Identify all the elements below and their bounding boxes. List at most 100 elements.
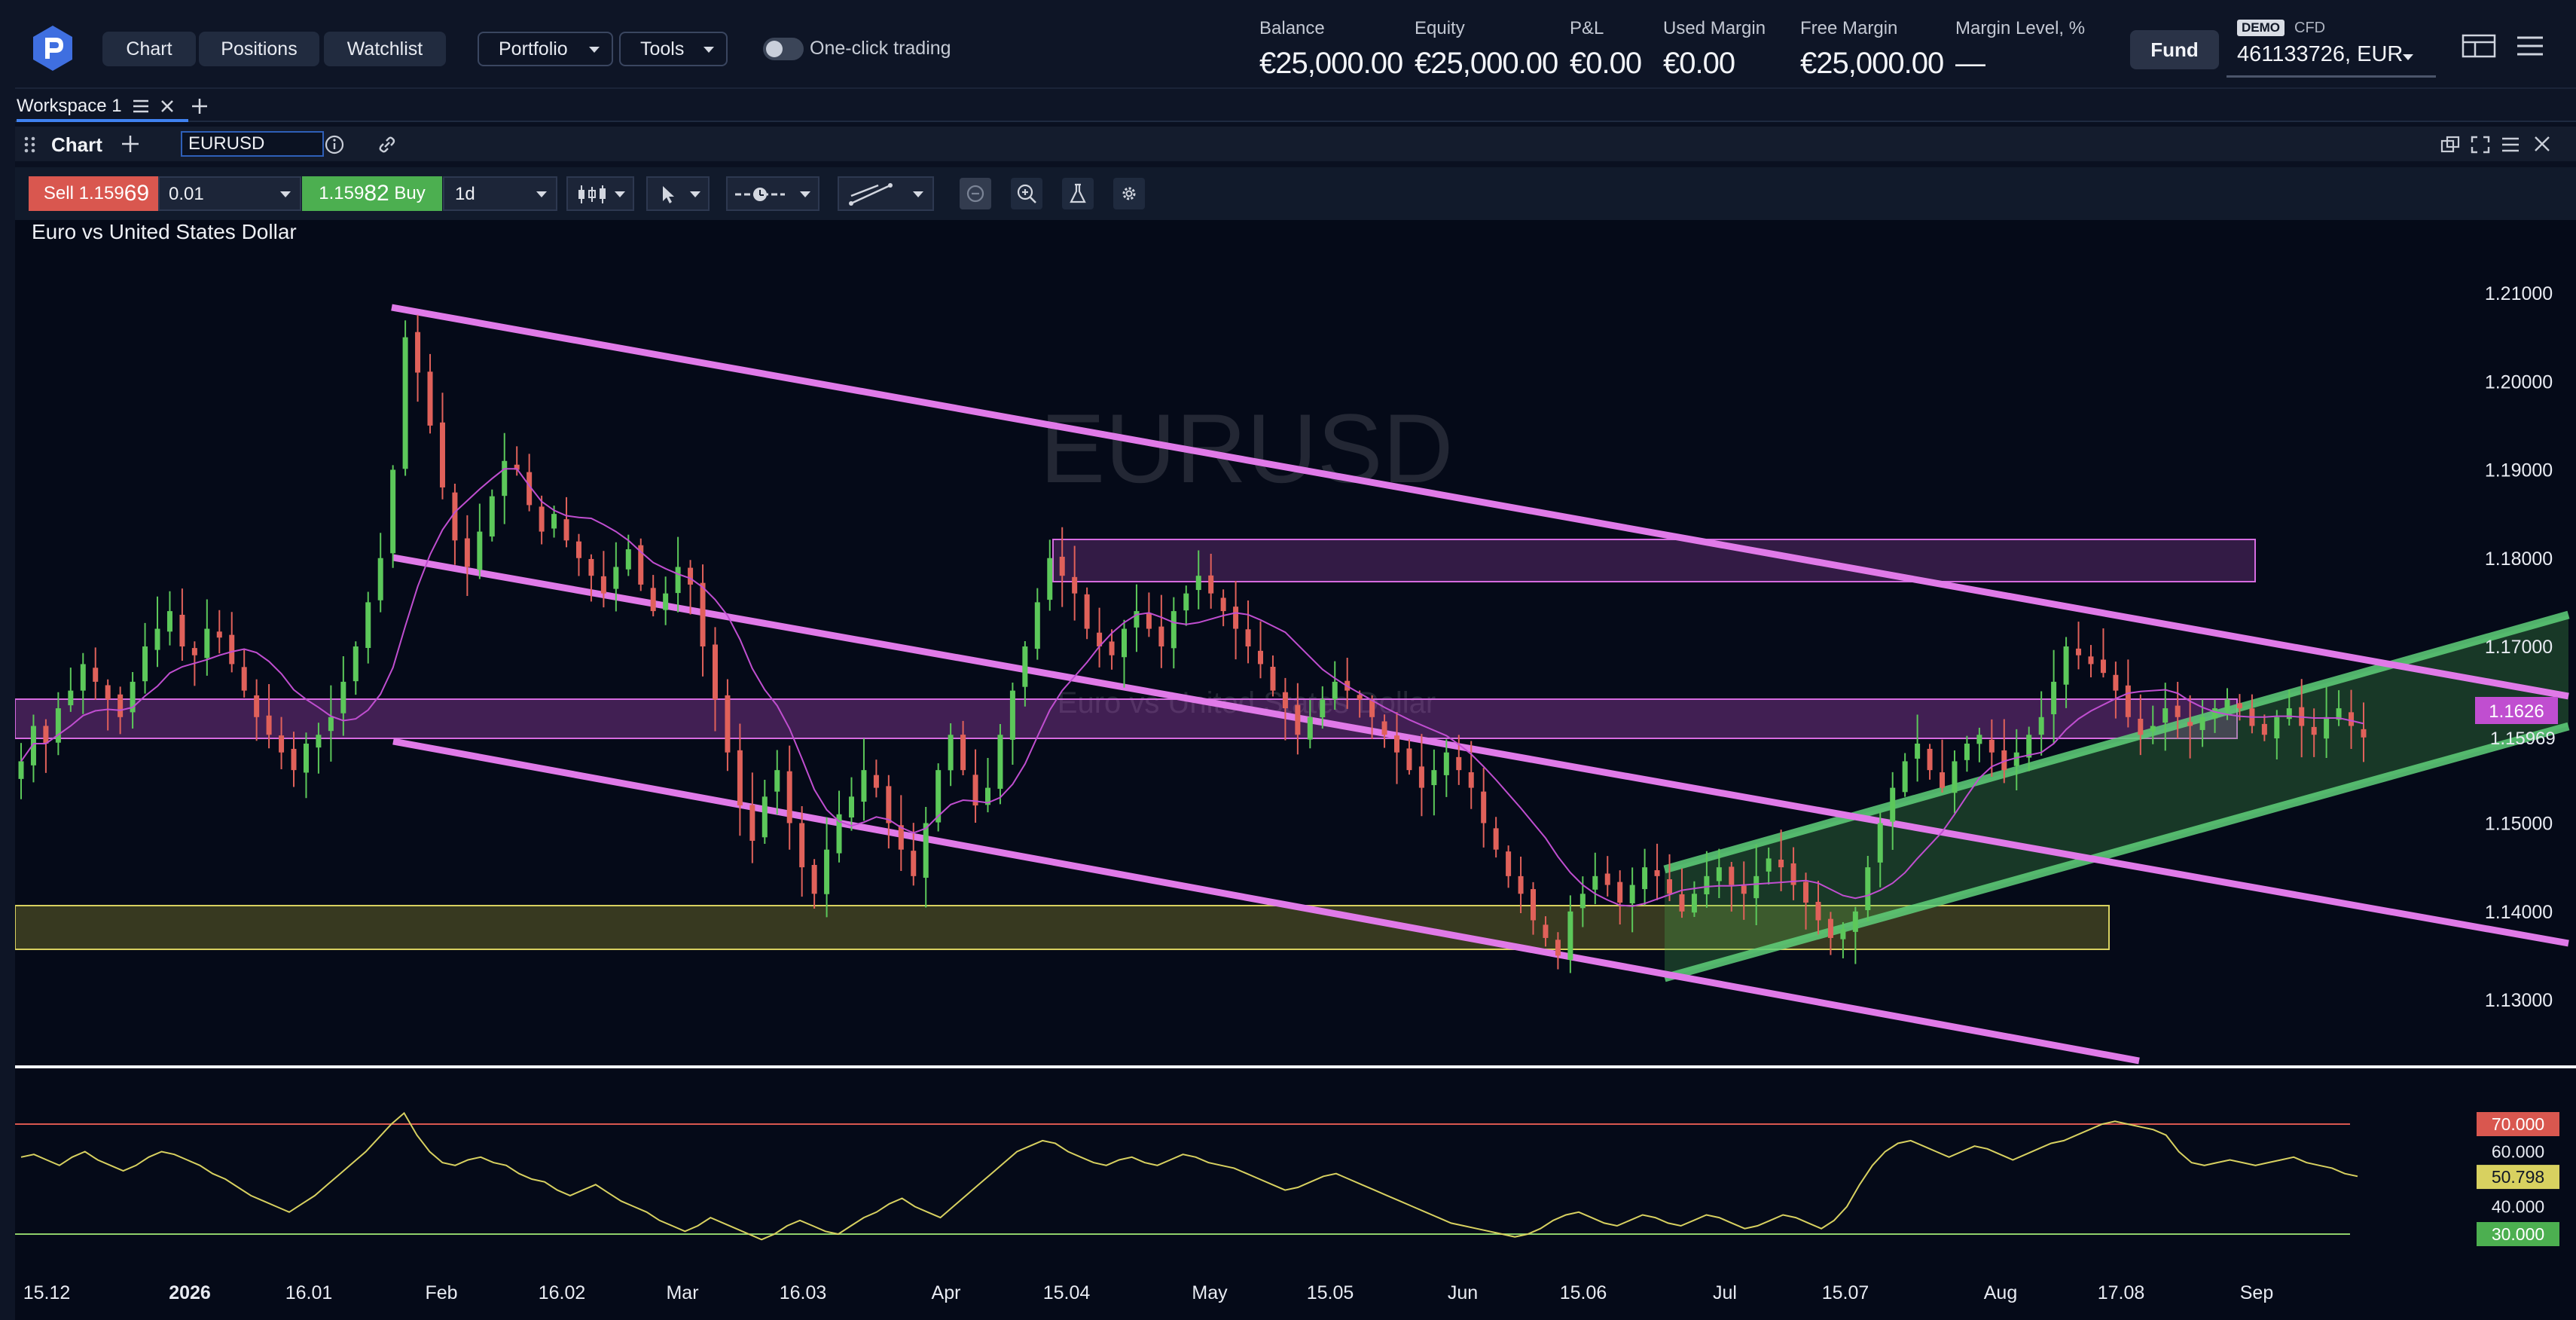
add-workspace-icon[interactable] <box>188 96 211 116</box>
drag-handle-icon[interactable] <box>23 136 38 154</box>
candle-body <box>154 628 160 650</box>
candle-body <box>18 761 24 779</box>
workspace-tab[interactable]: Workspace 1 <box>17 92 211 121</box>
layout-icon[interactable] <box>2462 33 2496 59</box>
falling-channel-lower[interactable] <box>392 738 2140 1065</box>
workspace-tab-label: Workspace 1 <box>17 96 122 116</box>
popout-icon[interactable] <box>2439 134 2462 155</box>
candle-body <box>1654 869 1660 876</box>
price-tick-label: 1.18000 <box>2485 548 2553 570</box>
price-chart[interactable]: EURUSD Euro vs United States Dollar 1.21… <box>15 220 2576 1320</box>
list-icon[interactable] <box>131 98 151 115</box>
candle-body <box>1270 666 1276 691</box>
zoom-in-button[interactable] <box>1011 178 1042 209</box>
fund-button[interactable]: Fund <box>2130 30 2219 69</box>
rsi-level-tag <box>2477 1222 2559 1246</box>
support-zone[interactable] <box>15 905 2110 950</box>
quantity-value: 0.01 <box>169 184 204 204</box>
pepperstone-logo[interactable] <box>27 23 78 74</box>
candle-body <box>923 823 929 878</box>
drawing-tools-button[interactable] <box>838 176 934 211</box>
price-axis[interactable]: 1.21000 1.20000 1.19000 1.18000 1.17000 1.150… <box>2485 283 2553 1011</box>
candle-body <box>1555 940 1561 956</box>
indicators-button[interactable] <box>1062 178 1094 209</box>
buy-button[interactable]: 1.159 82 Buy <box>302 176 442 211</box>
chevron-down-icon[interactable] <box>2403 54 2413 60</box>
time-axis[interactable]: 15.12 2026 16.01 Feb 16.02 Mar 16.03 Apr 15.04 Ma… <box>23 1282 2274 1303</box>
falling-channel-middle[interactable] <box>392 554 2569 947</box>
chart-type-button[interactable] <box>566 176 634 211</box>
sell-price-main: 1.159 <box>78 183 124 203</box>
candle-body <box>1716 867 1722 882</box>
candle-body <box>2199 717 2205 730</box>
chart-area[interactable]: EURUSD Euro vs United States Dollar 1.21… <box>15 220 2576 1320</box>
candle-body <box>1729 866 1735 885</box>
chart-settings-button[interactable] <box>1113 178 1145 209</box>
chart-panel-title: Chart <box>51 133 102 156</box>
time-tick-label: 15.07 <box>1822 1282 1869 1303</box>
pnl-value: €0.00 <box>1570 47 1642 80</box>
used-margin-label: Used Margin <box>1663 18 1766 38</box>
resistance-zone[interactable] <box>1052 539 2256 582</box>
rising-channel-upper[interactable] <box>1663 610 2570 874</box>
falling-channel-upper[interactable] <box>391 304 2569 700</box>
time-tick-label: 16.03 <box>780 1282 827 1303</box>
tools-dropdown[interactable]: Tools <box>619 32 728 66</box>
portfolio-dropdown[interactable]: Portfolio <box>478 32 613 66</box>
link-icon[interactable] <box>377 134 398 155</box>
chevron-down-icon <box>589 47 600 53</box>
candle-body <box>55 708 61 743</box>
symbol-input[interactable] <box>181 131 324 157</box>
candle-body <box>502 460 508 497</box>
nav-watchlist-button[interactable]: Watchlist <box>324 32 446 66</box>
candle-body <box>972 775 978 806</box>
candle-body <box>1468 772 1474 788</box>
close-icon[interactable] <box>2531 134 2553 155</box>
maximize-icon[interactable] <box>2469 134 2492 155</box>
cursor-tool-button[interactable] <box>646 176 710 211</box>
margin-level-value: — <box>1955 47 1985 80</box>
candle-body <box>2138 718 2144 735</box>
candle-body <box>700 582 706 646</box>
sell-button[interactable]: Sell 1.159 69 <box>29 176 164 211</box>
candle-body <box>1567 911 1573 960</box>
chevron-down-icon <box>704 47 714 53</box>
candle-body <box>30 726 36 765</box>
time-tick-label: 15.04 <box>1043 1282 1091 1303</box>
candle-body <box>1208 575 1214 594</box>
quantity-select[interactable]: 0.01 <box>158 176 301 211</box>
candle-body <box>130 681 136 713</box>
zoom-out-button[interactable] <box>960 178 991 209</box>
balance-label: Balance <box>1259 18 1325 38</box>
nav-chart-button[interactable]: Chart <box>102 32 196 66</box>
left-frame <box>0 0 15 1320</box>
candle-body <box>2324 717 2330 739</box>
candle-body <box>1629 885 1635 903</box>
rising-channel-lower[interactable] <box>1663 722 2570 982</box>
menu-icon[interactable] <box>2513 33 2547 59</box>
support-resistance-zone[interactable] <box>15 698 2238 739</box>
candle-body <box>725 695 731 753</box>
time-tick-label: 16.01 <box>285 1282 333 1303</box>
chart-panel-header: Chart <box>15 127 2576 161</box>
candle-body <box>2150 726 2156 732</box>
candle-body <box>266 715 272 735</box>
one-click-trading-toggle[interactable] <box>763 38 804 60</box>
candle-body <box>960 735 966 771</box>
candle-body <box>43 726 49 744</box>
info-icon[interactable] <box>324 134 345 155</box>
nav-positions-button[interactable]: Positions <box>199 32 319 66</box>
panel-menu-icon[interactable] <box>2499 134 2522 155</box>
candle-body <box>1134 611 1140 628</box>
candle-body <box>1827 918 1833 938</box>
time-tick-label: 15.12 <box>23 1282 71 1303</box>
add-chart-icon[interactable] <box>119 133 142 154</box>
timeframe-select[interactable]: 1d <box>443 176 557 211</box>
account-selector[interactable]: 461133726, EUR <box>2237 42 2404 66</box>
line-style-button[interactable] <box>726 176 819 211</box>
candle-body <box>2026 735 2032 758</box>
equity-value: €25,000.00 <box>1415 47 1558 80</box>
candle-body <box>316 735 322 748</box>
candle-body <box>774 770 780 792</box>
close-icon[interactable] <box>158 98 176 115</box>
